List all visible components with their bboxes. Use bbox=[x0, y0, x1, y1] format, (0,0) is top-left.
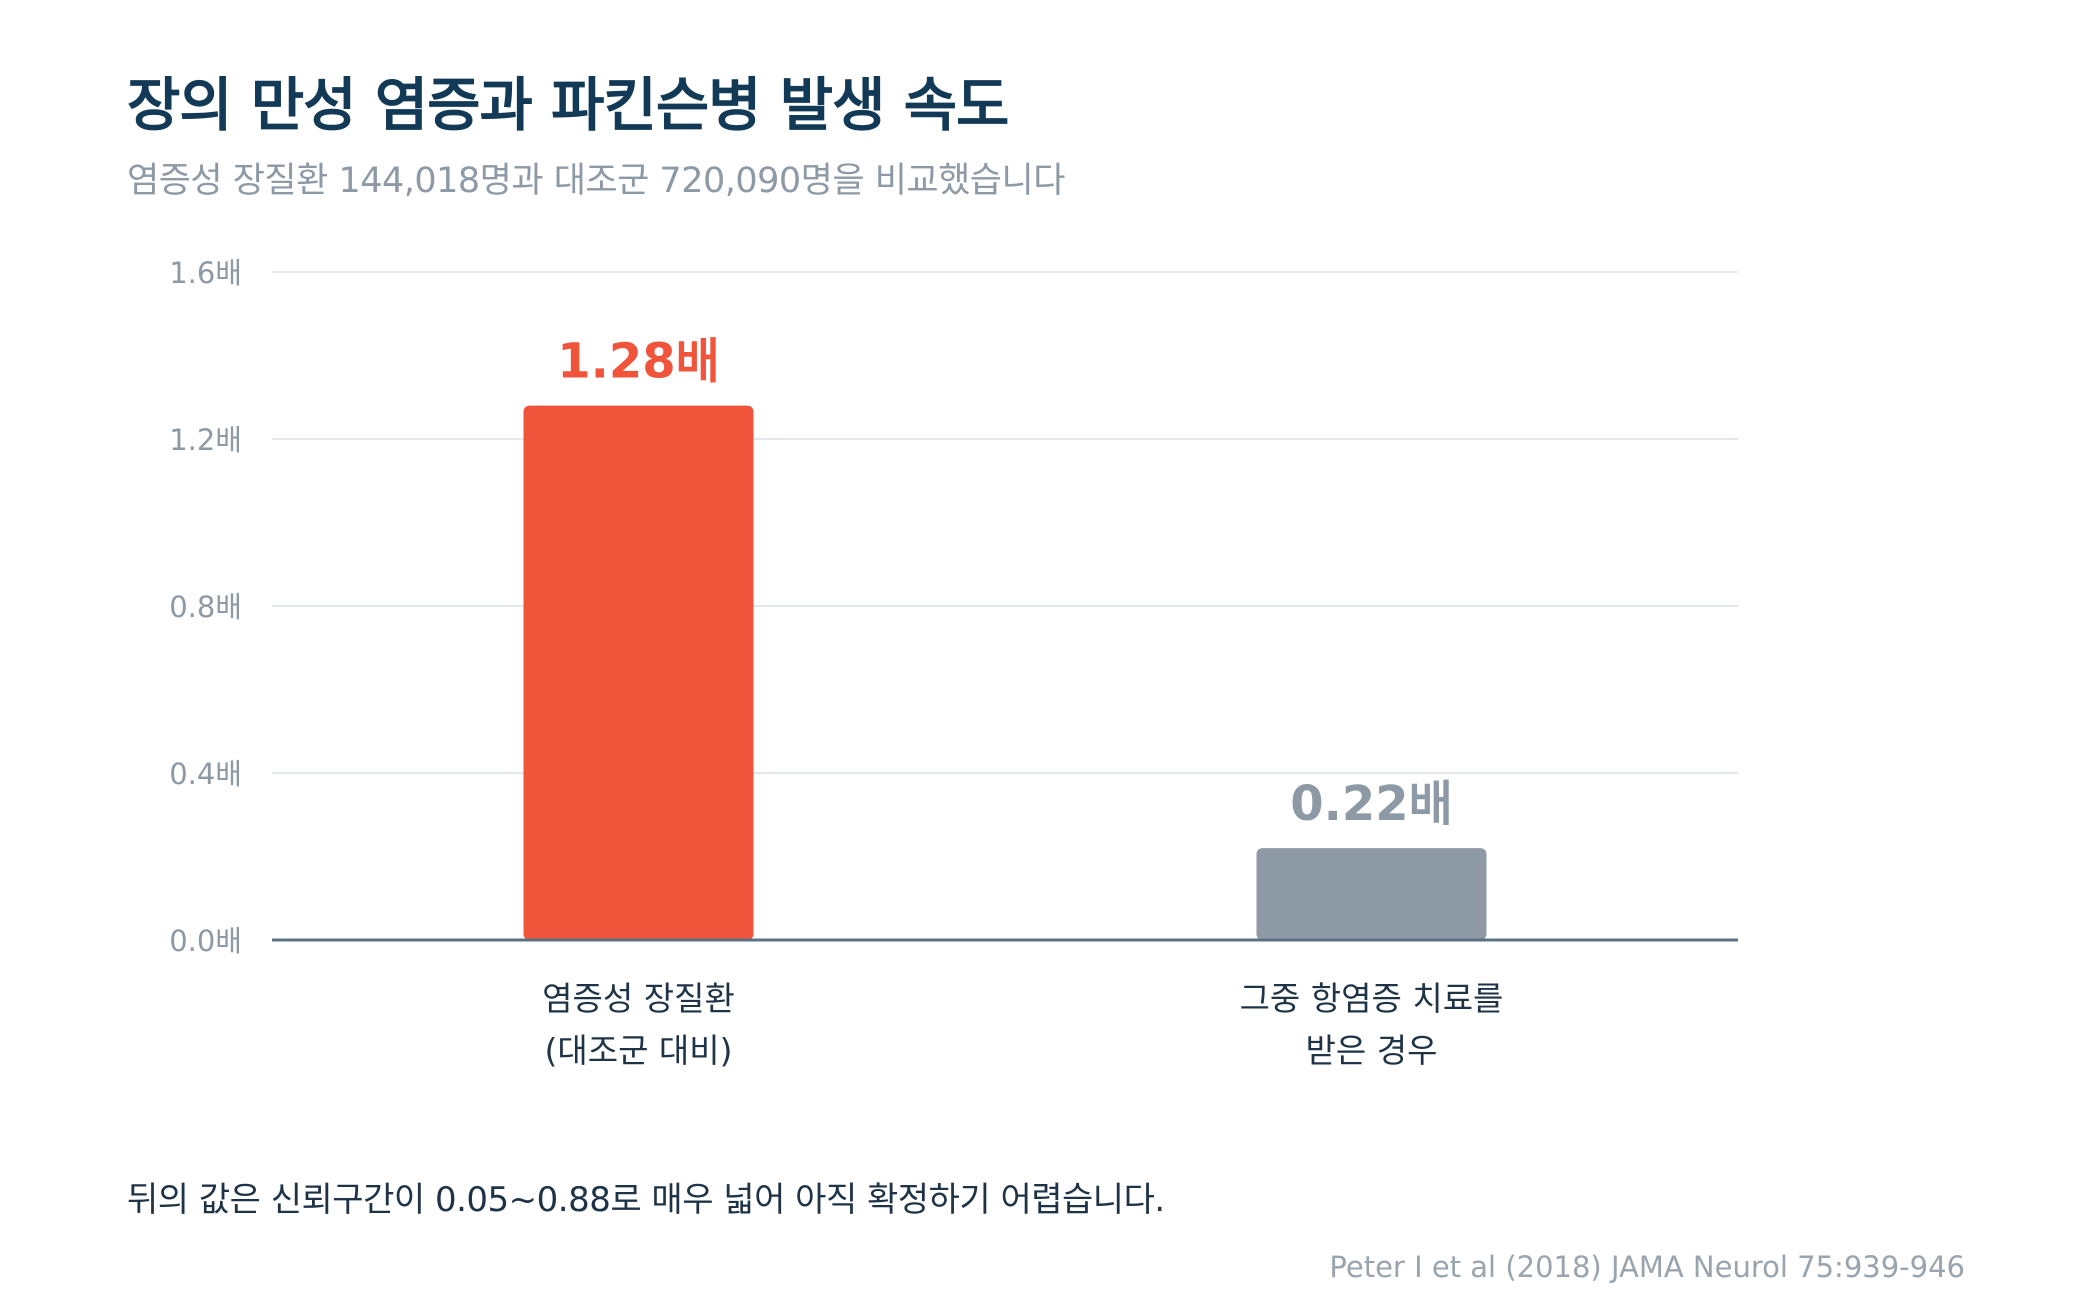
chart-title: 장의 만성 염증과 파킨슨병 발생 속도 bbox=[127, 71, 1009, 139]
y-tick-label: 0.8배 bbox=[169, 590, 242, 624]
category-label-2-line-1: 그중 항염증 치료를 bbox=[1240, 979, 1504, 1018]
chart-subtitle: 염증성 장질환 144,018명과 대조군 720,090명을 비교했습니다 bbox=[127, 161, 1065, 201]
y-tick-label: 0.0배 bbox=[169, 924, 242, 958]
bar-2 bbox=[1256, 848, 1487, 940]
y-tick-label: 1.6배 bbox=[169, 256, 242, 290]
y-axis-tick-labels: 0.0배 0.4배 0.8배 1.2배 1.6배 bbox=[169, 256, 242, 958]
value-labels: 1.28배 0.22배 bbox=[557, 334, 1453, 833]
footnote: 뒤의 값은 신뢰구간이 0.05~0.88로 매우 넓어 아직 확정하기 어렵습… bbox=[127, 1180, 1165, 1220]
bars bbox=[523, 405, 1487, 941]
grid-lines bbox=[272, 271, 1738, 774]
bar-1 bbox=[523, 405, 754, 941]
category-label-1-line-1: 염증성 장질환 bbox=[542, 979, 735, 1018]
category-label-2-line-2: 받은 경우 bbox=[1306, 1031, 1438, 1070]
value-label-2: 0.22배 bbox=[1290, 776, 1453, 832]
category-label-1-line-2: (대조군 대비) bbox=[544, 1031, 732, 1070]
source-citation: Peter I et al (2018) JAMA Neurol 75:939-… bbox=[1329, 1250, 1965, 1284]
y-tick-label: 0.4배 bbox=[169, 757, 242, 791]
value-label-1: 1.28배 bbox=[557, 334, 720, 390]
y-tick-label: 1.2배 bbox=[169, 423, 242, 457]
